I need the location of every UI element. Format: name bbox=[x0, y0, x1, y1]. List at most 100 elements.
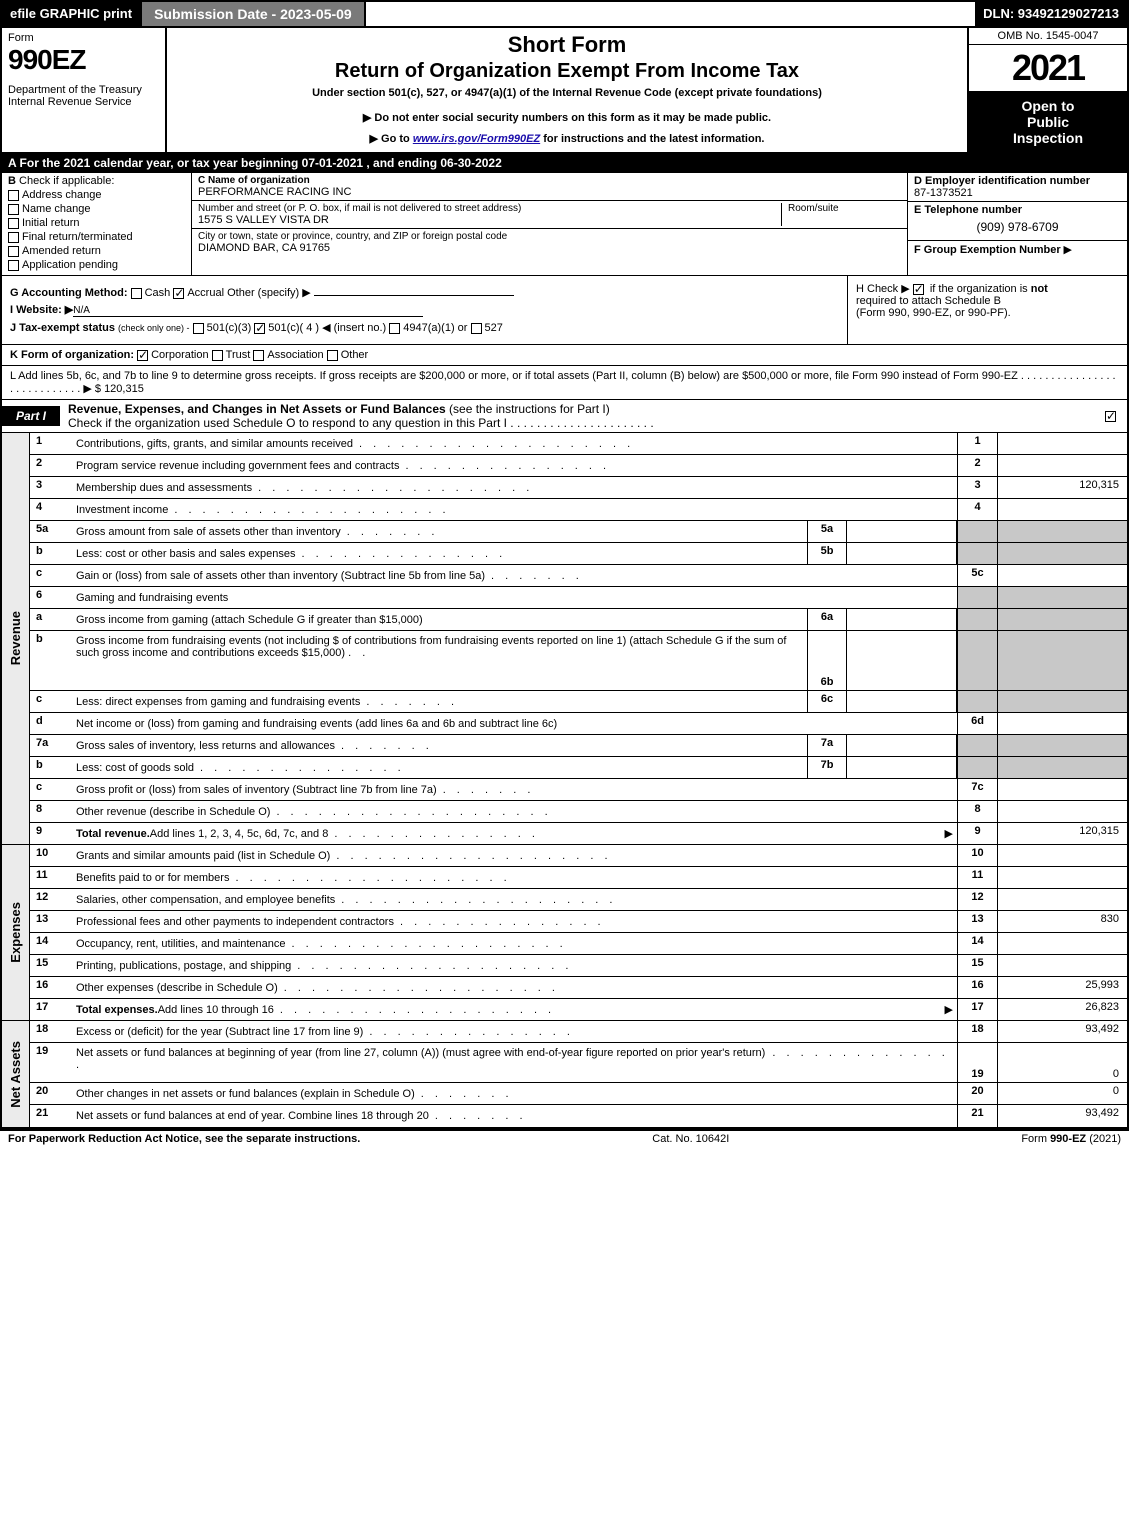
l7a-rnum bbox=[957, 735, 997, 756]
line-7a: 7aGross sales of inventory, less returns… bbox=[30, 735, 1127, 757]
org-name-value: PERFORMANCE RACING INC bbox=[198, 186, 901, 198]
l9-dots: . . . . . . . . . . . . . . . bbox=[328, 828, 944, 840]
l6c-dots: . . . . . . . bbox=[360, 696, 803, 708]
under-section-text: Under section 501(c), 527, or 4947(a)(1)… bbox=[177, 87, 957, 99]
efile-label[interactable]: efile GRAPHIC print bbox=[2, 2, 140, 26]
checkbox-other-org[interactable] bbox=[327, 350, 338, 361]
goto-text: ▶ Go to www.irs.gov/Form990EZ for instru… bbox=[177, 132, 957, 145]
accrual-label: Accrual bbox=[187, 287, 224, 299]
l17-dots: . . . . . . . . . . . . . . . . . . . . bbox=[274, 1004, 945, 1016]
page-footer: For Paperwork Reduction Act Notice, see … bbox=[0, 1129, 1129, 1147]
expenses-vtab: Expenses bbox=[2, 845, 30, 1021]
l9-desc2: Add lines 1, 2, 3, 4, 5c, 6d, 7c, and 8 bbox=[150, 828, 329, 840]
checkbox-trust[interactable] bbox=[212, 350, 223, 361]
l7a-desc: Gross sales of inventory, less returns a… bbox=[76, 740, 335, 752]
l11-desc: Benefits paid to or for members bbox=[76, 872, 229, 884]
l-text: L Add lines 5b, 6c, and 7b to line 9 to … bbox=[10, 370, 1018, 382]
line-5c: cGain or (loss) from sale of assets othe… bbox=[30, 565, 1127, 587]
501c3-label: 501(c)(3) bbox=[207, 322, 252, 334]
l4-num: 4 bbox=[30, 499, 72, 520]
return-title: Return of Organization Exempt From Incom… bbox=[177, 60, 957, 83]
box-c: C Name of organization PERFORMANCE RACIN… bbox=[192, 173, 907, 275]
l10-rnum: 10 bbox=[957, 845, 997, 866]
l21-rval: 93,492 bbox=[997, 1105, 1127, 1127]
part-1-checkbox-wrap bbox=[1105, 410, 1127, 422]
city-row: City or town, state or province, country… bbox=[192, 229, 907, 256]
l6b-rnum bbox=[957, 631, 997, 690]
l5a-subval bbox=[847, 521, 957, 542]
l10-dots: . . . . . . . . . . . . . . . . . . . . bbox=[330, 850, 953, 862]
checkbox-initial-return[interactable]: Initial return bbox=[8, 217, 185, 229]
l6d-rval bbox=[997, 713, 1127, 734]
checkbox-address-change[interactable]: Address change bbox=[8, 189, 185, 201]
dln-label: DLN: 93492129027213 bbox=[975, 2, 1127, 26]
l8-num: 8 bbox=[30, 801, 72, 822]
l15-num: 15 bbox=[30, 955, 72, 976]
l7a-dots: . . . . . . . bbox=[335, 740, 803, 752]
l5b-num: b bbox=[30, 543, 72, 564]
l7a-rval bbox=[997, 735, 1127, 756]
j-sub: (check only one) - bbox=[118, 323, 190, 333]
l12-num: 12 bbox=[30, 889, 72, 910]
l7b-rval bbox=[997, 757, 1127, 778]
checkbox-final-return[interactable]: Final return/terminated bbox=[8, 231, 185, 243]
l4-dots: . . . . . . . . . . . . . . . . . . . . bbox=[168, 504, 953, 516]
l8-dots: . . . . . . . . . . . . . . . . . . . . bbox=[270, 806, 953, 818]
l6b-num: b bbox=[30, 631, 72, 690]
line-19: 19Net assets or fund balances at beginni… bbox=[30, 1043, 1127, 1083]
group-exemption-row: F Group Exemption Number ▶ bbox=[908, 241, 1127, 275]
l5a-subnum: 5a bbox=[807, 521, 847, 542]
corp-label: Corporation bbox=[151, 349, 208, 361]
checkbox-name-change[interactable]: Name change bbox=[8, 203, 185, 215]
l5c-dots: . . . . . . . bbox=[485, 570, 953, 582]
checkbox-527[interactable] bbox=[471, 323, 482, 334]
l5b-rval bbox=[997, 543, 1127, 564]
checkbox-amended-return[interactable]: Amended return bbox=[8, 245, 185, 257]
part-1-title: Revenue, Expenses, and Changes in Net As… bbox=[60, 400, 1105, 432]
footer-center: Cat. No. 10642I bbox=[360, 1133, 1021, 1145]
l11-dots: . . . . . . . . . . . . . . . . . . . . bbox=[229, 872, 953, 884]
l6c-rnum bbox=[957, 691, 997, 712]
l1-rval bbox=[997, 433, 1127, 454]
l14-desc: Occupancy, rent, utilities, and maintena… bbox=[76, 938, 286, 950]
l3-desc: Membership dues and assessments bbox=[76, 482, 252, 494]
website-value: N/A bbox=[73, 305, 423, 317]
l10-num: 10 bbox=[30, 845, 72, 866]
l17-rnum: 17 bbox=[957, 999, 997, 1020]
line-2: 2Program service revenue including gover… bbox=[30, 455, 1127, 477]
checkbox-501c[interactable] bbox=[254, 323, 265, 334]
part-1-check-dots: . . . . . . . . . . . . . . . . . . . . … bbox=[510, 416, 653, 430]
checkbox-h[interactable] bbox=[913, 284, 924, 295]
checkbox-schedule-o[interactable] bbox=[1105, 411, 1116, 422]
l3-rnum: 3 bbox=[957, 477, 997, 498]
l7b-desc: Less: cost of goods sold bbox=[76, 762, 194, 774]
l6-rnum bbox=[957, 587, 997, 608]
submission-date: Submission Date - 2023-05-09 bbox=[140, 2, 366, 26]
open-to-public-box: Open to Public Inspection bbox=[969, 92, 1127, 152]
line-6b: bGross income from fundraising events (n… bbox=[30, 631, 1127, 691]
l3-dots: . . . . . . . . . . . . . . . . . . . . bbox=[252, 482, 953, 494]
other-specify-label: Other (specify) ▶ bbox=[227, 287, 311, 299]
line-18: 18Excess or (deficit) for the year (Subt… bbox=[30, 1021, 1127, 1043]
do-not-enter-text: ▶ Do not enter social security numbers o… bbox=[177, 111, 957, 124]
l5a-desc: Gross amount from sale of assets other t… bbox=[76, 526, 341, 538]
other-org-label: Other bbox=[341, 349, 369, 361]
checkbox-application-pending[interactable]: Application pending bbox=[8, 259, 185, 271]
l17-desc2: Add lines 10 through 16 bbox=[158, 1004, 274, 1016]
checkbox-corporation[interactable] bbox=[137, 350, 148, 361]
irs-link[interactable]: www.irs.gov/Form990EZ bbox=[413, 133, 540, 145]
checkbox-501c3[interactable] bbox=[193, 323, 204, 334]
l17-desc-bold: Total expenses. bbox=[76, 1004, 158, 1016]
row-i: I Website: ▶N/A bbox=[10, 303, 839, 317]
l20-desc: Other changes in net assets or fund bala… bbox=[76, 1088, 415, 1100]
line-9: 9Total revenue. Add lines 1, 2, 3, 4, 5c… bbox=[30, 823, 1127, 845]
other-specify-input[interactable] bbox=[314, 295, 514, 296]
checkbox-cash[interactable] bbox=[131, 288, 142, 299]
checkbox-association[interactable] bbox=[253, 350, 264, 361]
l6d-desc: Net income or (loss) from gaming and fun… bbox=[76, 718, 557, 730]
checkbox-accrual[interactable] bbox=[173, 288, 184, 299]
l12-rnum: 12 bbox=[957, 889, 997, 910]
checkbox-4947[interactable] bbox=[389, 323, 400, 334]
l16-dots: . . . . . . . . . . . . . . . . . . . . bbox=[278, 982, 953, 994]
527-label: 527 bbox=[485, 322, 503, 334]
